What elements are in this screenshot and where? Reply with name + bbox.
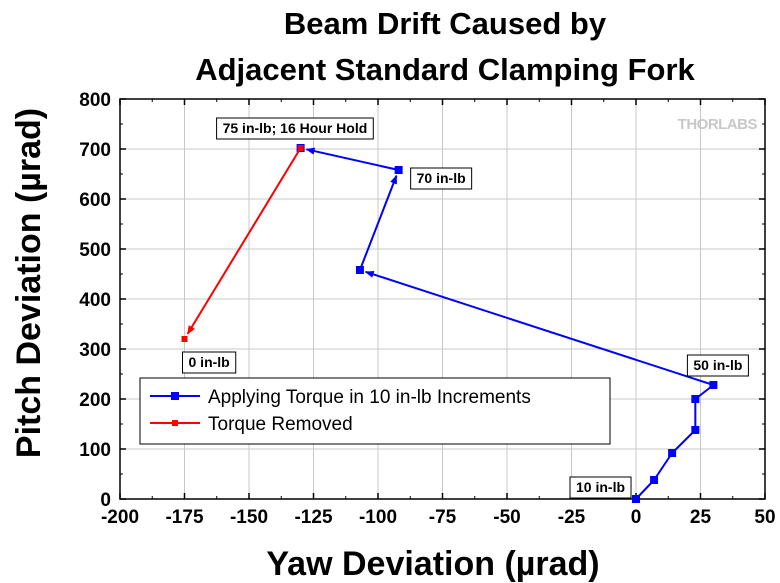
y-tick-label: 200 (79, 390, 111, 411)
series-1-point (297, 145, 304, 151)
annotation-box (182, 351, 237, 374)
legend-label-red: Torque Removed (208, 414, 353, 435)
x-tick-label: -100 (359, 507, 397, 528)
y-tick-label: 700 (79, 140, 111, 161)
annotation-text: 75 in-lb; 16 Hour Hold (223, 120, 368, 136)
brand-watermark: THORLABS (678, 116, 758, 133)
series-0-point (394, 166, 403, 174)
annotation: 70 in-lb (410, 167, 473, 190)
series-0-point (632, 495, 640, 503)
series-1-segment (186, 147, 302, 335)
annotation: 0 in-lb (182, 351, 237, 374)
y-tick-label: 0 (100, 490, 111, 511)
series-1-point (181, 336, 188, 342)
legend-marker-red (172, 420, 178, 426)
annotation-text: 70 in-lb (417, 170, 466, 186)
annotation-text: 0 in-lb (189, 354, 230, 370)
series-0-segment (359, 174, 398, 271)
annotation-layer: 10 in-lb 50 in-lb 70 in-lb 75 in-lb; 16 Hou… (182, 117, 749, 499)
tick-labels: -200 -175 -150 -125 -100 -75 -50 -25 0 25 50010020… (79, 90, 775, 528)
series-0-point (709, 381, 718, 389)
x-tick-label: -200 (101, 507, 139, 528)
x-tick-label: 0 (631, 507, 642, 528)
chart-title-line-2: Adjacent Standard Clamping Fork (195, 52, 695, 87)
x-tick-label: -125 (294, 507, 332, 528)
legend-marker-blue (171, 392, 179, 400)
annotation: 75 in-lb; 16 Hour Hold (216, 117, 374, 140)
x-tick-label: -25 (558, 507, 586, 528)
series-0-point (650, 476, 659, 484)
series-0-segment (364, 270, 714, 386)
y-tick-label: 100 (79, 440, 111, 461)
annotation-box (686, 354, 749, 377)
annotation-box (410, 167, 473, 190)
annotation: 50 in-lb (686, 354, 749, 377)
series-0-point (355, 266, 364, 274)
y-tick-label: 600 (79, 190, 111, 211)
legend: Applying Torque in 10 in-lb Increments T… (139, 377, 611, 445)
x-axis-label: Yaw Deviation (µrad) (266, 545, 599, 583)
y-tick-label: 500 (79, 240, 111, 261)
x-tick-label: 50 (754, 507, 775, 528)
series-0-segment (653, 452, 673, 481)
legend-label-blue: Applying Torque in 10 in-lb Increments (208, 387, 531, 408)
y-tick-label: 800 (79, 90, 111, 111)
chart-title-line-1: Beam Drift Caused by (284, 6, 607, 41)
series-layer (181, 144, 718, 503)
x-tick-label: -175 (165, 507, 203, 528)
annotation-text: 10 in-lb (576, 479, 625, 495)
series-0-point (691, 395, 700, 403)
axis-ticks (119, 98, 766, 500)
x-tick-label: 25 (690, 507, 712, 528)
y-tick-label: 400 (79, 290, 111, 311)
x-tick-label: -75 (429, 507, 457, 528)
series-0-segment (305, 147, 399, 171)
annotation-box (216, 117, 374, 140)
series-0-point (668, 449, 677, 457)
y-tick-label: 300 (79, 340, 111, 361)
series-0-point (691, 426, 700, 434)
y-axis-label: Pitch Deviation (µrad) (10, 108, 48, 458)
annotation-box (569, 476, 632, 499)
x-tick-label: -150 (230, 507, 268, 528)
annotation-text: 50 in-lb (693, 357, 742, 373)
annotation: 10 in-lb (569, 476, 632, 499)
x-tick-label: -50 (493, 507, 520, 528)
legend-box (139, 377, 611, 445)
